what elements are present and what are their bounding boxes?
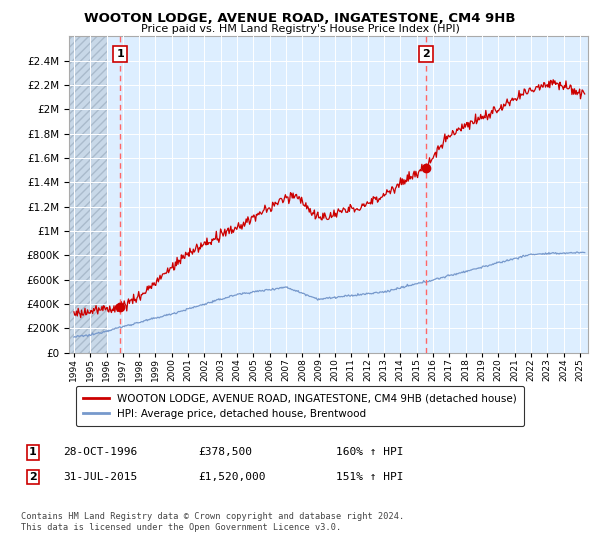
Legend: WOOTON LODGE, AVENUE ROAD, INGATESTONE, CM4 9HB (detached house), HPI: Average p: WOOTON LODGE, AVENUE ROAD, INGATESTONE, … [76,386,524,426]
Text: 160% ↑ HPI: 160% ↑ HPI [336,447,404,458]
Text: 2: 2 [422,49,430,59]
Bar [69,36,107,353]
Text: 1: 1 [29,447,37,458]
Text: £378,500: £378,500 [198,447,252,458]
Text: 28-OCT-1996: 28-OCT-1996 [63,447,137,458]
Text: Contains HM Land Registry data © Crown copyright and database right 2024.
This d: Contains HM Land Registry data © Crown c… [21,512,404,532]
Text: WOOTON LODGE, AVENUE ROAD, INGATESTONE, CM4 9HB: WOOTON LODGE, AVENUE ROAD, INGATESTONE, … [84,12,516,25]
Text: 1: 1 [116,49,124,59]
Text: 31-JUL-2015: 31-JUL-2015 [63,472,137,482]
Text: £1,520,000: £1,520,000 [198,472,265,482]
Text: 2: 2 [29,472,37,482]
Text: Price paid vs. HM Land Registry's House Price Index (HPI): Price paid vs. HM Land Registry's House … [140,24,460,34]
Text: 151% ↑ HPI: 151% ↑ HPI [336,472,404,482]
